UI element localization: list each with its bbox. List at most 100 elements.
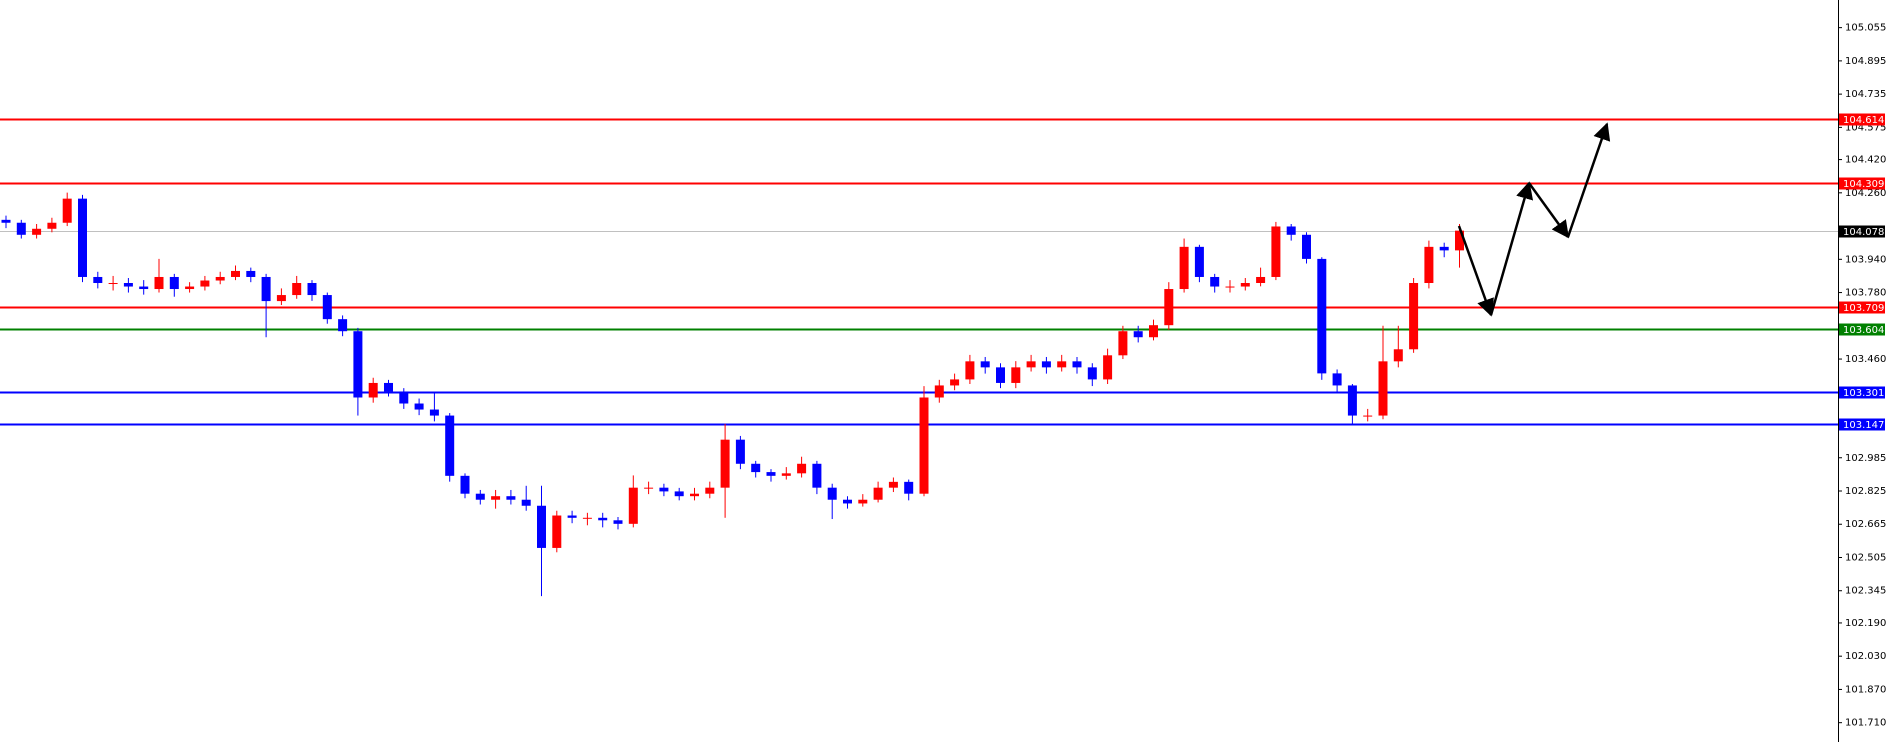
candle-body (261, 276, 271, 302)
candle-body (965, 361, 975, 380)
candle-body (674, 491, 684, 497)
candle-body (1378, 361, 1388, 416)
candle-body (108, 283, 118, 285)
candle-body (322, 295, 332, 320)
candle-body (858, 499, 868, 504)
candle-body (628, 487, 638, 524)
forecast-arrow (1527, 182, 1570, 239)
candle-body (93, 276, 103, 284)
price-level-label: 103.147 (1843, 420, 1884, 431)
candle-body (1256, 276, 1266, 284)
candle-body (1164, 289, 1174, 326)
y-tick-label: 104.420 (1845, 155, 1886, 166)
price-level-tag (1839, 323, 1885, 336)
candle-body (47, 222, 57, 229)
candle-body (980, 361, 990, 368)
forecast-arrow (1489, 181, 1534, 316)
candle-body (246, 270, 256, 277)
y-tick-label: 103.780 (1845, 288, 1886, 299)
candle-body (215, 276, 225, 281)
plot-area (0, 118, 1838, 597)
candle-body (552, 515, 562, 548)
candle-body (1087, 367, 1097, 380)
candle-body (1, 219, 11, 223)
candle-body (139, 286, 149, 290)
candle-body (1057, 361, 1067, 368)
y-tick-label: 103.460 (1845, 354, 1886, 365)
y-tick-label: 101.870 (1845, 684, 1886, 695)
candle-body (582, 517, 592, 519)
forecast-arrow (1457, 225, 1494, 317)
candle-body (491, 496, 501, 500)
candle-body (429, 409, 439, 416)
price-level-tag (1839, 113, 1885, 126)
candle-body (1363, 415, 1373, 417)
price-level-label: 104.309 (1843, 179, 1884, 190)
candle-body (888, 481, 898, 488)
candle-body (123, 283, 133, 287)
candle-body (521, 499, 531, 506)
candle-body (644, 487, 654, 489)
candle-body (613, 520, 623, 524)
candle-body (460, 475, 470, 494)
candle-body (32, 228, 42, 235)
candle-body (154, 276, 164, 290)
candle-body (827, 487, 837, 500)
candle-body (873, 487, 883, 500)
candle-body (185, 286, 195, 290)
y-tick-label: 101.710 (1845, 718, 1886, 729)
candle-body (598, 517, 608, 521)
candle-body (1455, 230, 1464, 251)
y-tick-label: 102.030 (1845, 651, 1886, 662)
candle-body (659, 487, 669, 492)
candle-body (445, 415, 455, 476)
y-tick-label: 102.665 (1845, 519, 1886, 530)
y-tick-label: 103.940 (1845, 254, 1886, 265)
candle-body (368, 382, 378, 398)
candle-body (950, 379, 960, 386)
candle-body (705, 487, 715, 494)
candle-body (169, 276, 179, 290)
y-tick-label: 105.055 (1845, 23, 1886, 34)
candle-body (1240, 283, 1250, 287)
candle-body (1317, 258, 1327, 374)
candle-body (1393, 349, 1403, 362)
y-tick-label: 104.895 (1845, 56, 1886, 67)
candle-body (1118, 331, 1128, 356)
candle-body (338, 319, 348, 332)
candle-body (62, 198, 72, 223)
candle-body (1194, 246, 1204, 277)
candle-body (766, 472, 776, 476)
price-level-label: 103.301 (1843, 388, 1884, 399)
price-level-tag (1839, 225, 1885, 238)
candle-body (1332, 373, 1342, 386)
y-tick-label: 102.505 (1845, 552, 1886, 563)
candle-body (475, 493, 485, 500)
candle-body (506, 496, 516, 500)
candle-body (292, 283, 302, 296)
y-tick-label: 104.735 (1845, 89, 1886, 100)
candle-body (1424, 246, 1434, 284)
y-tick-label: 102.190 (1845, 618, 1886, 629)
candle-body (78, 198, 87, 277)
candle-body (1302, 234, 1311, 259)
candle-body (1041, 361, 1051, 368)
candle-body (919, 397, 929, 494)
price-level-label: 104.614 (1843, 115, 1884, 126)
candle-body (735, 439, 745, 464)
candle-body (1103, 355, 1113, 380)
candle-body (1133, 331, 1143, 338)
candle-body (1286, 226, 1296, 235)
candle-body (200, 280, 210, 287)
candle-body (843, 499, 852, 504)
candle-body (1210, 276, 1220, 287)
candle-body (1011, 367, 1021, 383)
price-level-tag (1839, 177, 1885, 190)
candle-body (1439, 246, 1449, 251)
candle-body (537, 505, 546, 548)
y-tick-label: 102.345 (1845, 586, 1886, 597)
candle-body (276, 295, 286, 302)
candle-body (1149, 325, 1158, 338)
